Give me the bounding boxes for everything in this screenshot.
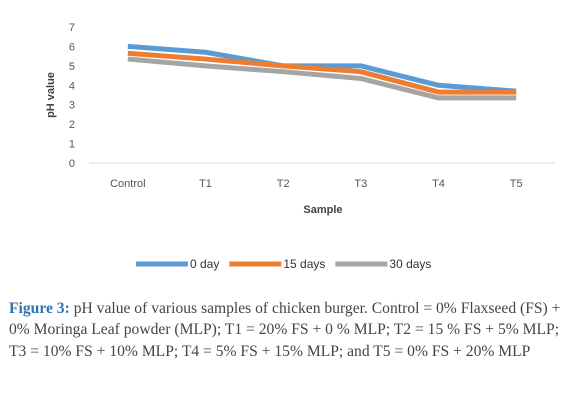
x-tick-label: T3 [354, 178, 367, 190]
y-tick-label: 2 [69, 119, 75, 131]
caption-label: Figure 3: [9, 300, 70, 317]
y-tick-label: 3 [69, 100, 75, 112]
line-chart: 0 1 2 3 4 5 6 7 Control T1 T2 T3 T4 T5 pH value Samp… [45, 22, 555, 271]
figure-caption: Figure 3: pH value of various samples of… [9, 298, 577, 362]
series-line-2 [127, 50, 517, 95]
legend-label: 0 day [190, 257, 219, 271]
y-tick-label: 1 [69, 139, 75, 151]
series-line-1 [127, 43, 517, 94]
x-axis-ticks: Control T1 T2 T3 T4 T5 [110, 178, 522, 190]
x-tick-label: T1 [199, 178, 212, 190]
x-tick-label: Control [110, 178, 145, 190]
legend: 0 day 15 days 30 days [136, 257, 431, 271]
y-axis-title: pH value [45, 72, 57, 118]
legend-label: 15 days [283, 257, 325, 271]
x-tick-label: T2 [277, 178, 290, 190]
x-axis-title: Sample [303, 204, 342, 216]
legend-label: 30 days [389, 257, 431, 271]
x-tick-label: T4 [432, 178, 445, 190]
y-tick-label: 4 [69, 80, 75, 92]
y-tick-label: 0 [69, 158, 75, 170]
y-tick-label: 6 [69, 41, 75, 53]
caption-text: pH value of various samples of chicken b… [9, 300, 561, 360]
series-lines [127, 43, 517, 101]
x-tick-label: T5 [510, 178, 523, 190]
y-tick-label: 5 [69, 61, 75, 73]
y-axis-ticks: 0 1 2 3 4 5 6 7 [69, 22, 75, 170]
series-line-3 [127, 56, 517, 101]
y-tick-label: 7 [69, 22, 75, 34]
